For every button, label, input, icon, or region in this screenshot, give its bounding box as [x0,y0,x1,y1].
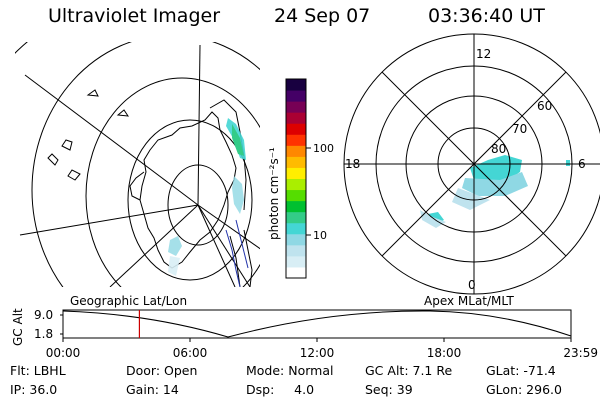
gc-alt-info: GC Alt: 7.1 Re [365,363,453,378]
altitude-curve [62,310,572,338]
colorbar-segment [286,101,306,113]
aurora-emission [168,256,180,276]
time-tick-label: 12:00 [300,346,335,360]
meridian-line [109,204,199,287]
altitude-strip: Geographic Lat/Lon Apex MLat/MLT GC Alt … [11,294,598,360]
dsp-info: Dsp: 4.0 [246,382,315,397]
coastline [243,229,253,287]
coastline [67,169,81,181]
aurora-emission [462,172,528,196]
strip-left-label: Geographic Lat/Lon [70,294,187,308]
time-tick-label: 06:00 [173,346,208,360]
coastline [129,171,145,201]
filter-info: Flt: LBHL [10,363,66,378]
colorbar-segment [286,266,306,279]
colorbar-segment [286,79,306,91]
mlt-label-0: 0 [468,278,476,292]
aurora-emission [452,188,490,210]
lat-circle [127,119,253,281]
colorbar-segment [286,123,306,135]
mlt-meridian [381,71,567,257]
lat-circle [31,42,260,287]
apex-polar-plot: 12 18 6 0 60 70 80 [343,33,600,295]
mlt-label-6: 6 [578,157,586,171]
seq-info: Seq: 39 [365,382,413,397]
aurora-emission [232,176,244,214]
colorbar-segment [286,156,306,168]
aurora-emission [168,236,182,256]
colorbar-segment [286,145,306,157]
meridian-line [197,204,251,287]
meridian-line [24,74,199,206]
colorbar-segment [286,189,306,202]
aurora-emission [566,160,570,166]
coastline [116,109,130,117]
aurora-emission [232,124,244,156]
door-info: Door: Open [126,363,198,378]
colorbar-segment [286,134,306,146]
date-label: 24 Sep 07 [274,5,371,27]
mlt-label-18: 18 [345,157,360,171]
aurora-emission [420,210,446,228]
colorbar-segment [286,112,306,124]
colorbar-segment [286,200,306,213]
time-tick-label: 23:59 [563,346,598,360]
ip-info: IP: 36.0 [10,382,58,397]
strip-right-label: Apex MLat/MLT [424,294,514,308]
colorbar-segment [286,167,306,179]
colorbar-segment [286,211,306,224]
colorbar-segment [286,244,306,257]
colorbar-frame [285,78,307,279]
coastline [139,111,237,269]
colorbar-segment [286,178,306,191]
mode-info: Mode: Normal [246,363,334,378]
coastline [235,219,249,269]
time-label: 03:36:40 UT [428,5,545,27]
coastline [86,89,99,97]
colorbar-segment [286,233,306,246]
coastline [229,235,241,287]
colorbar-unit-label: photon cm⁻²s⁻¹ [267,147,281,240]
coastline [47,153,59,166]
coastline [225,229,241,287]
glat-info: GLat: -71.4 [486,363,556,378]
mlat-label-70: 70 [512,122,527,136]
mlat-label-60: 60 [537,99,552,113]
colorbar-tick-label: 10 [313,229,327,242]
geographic-map [15,42,260,287]
glon-info: GLon: 296.0 [486,382,562,397]
colorbar-segment [286,222,306,235]
gain-info: Gain: 14 [126,382,179,397]
mlt-label-12: 12 [476,47,491,61]
colorbar-segment [286,90,306,102]
colorbar: 100 10 photon cm⁻²s⁻¹ [267,78,334,279]
altitude-ytick: 9.0 [34,308,53,322]
altitude-ylabel: GC Alt [11,308,25,346]
coastline [61,139,73,151]
time-tick-label: 00:00 [46,346,81,360]
meridian-line [197,204,236,287]
meridian-line [197,204,260,250]
altitude-ytick: 1.8 [34,327,53,341]
lat-circle [85,77,260,287]
colorbar-segment [286,255,306,268]
colorbar-tick-label: 100 [313,142,334,155]
instrument-title: Ultraviolet Imager [48,5,221,27]
mlat-label-80: 80 [491,142,506,156]
time-tick-label: 18:00 [427,346,462,360]
meridian-line [19,204,199,236]
meridian-line [197,44,201,206]
